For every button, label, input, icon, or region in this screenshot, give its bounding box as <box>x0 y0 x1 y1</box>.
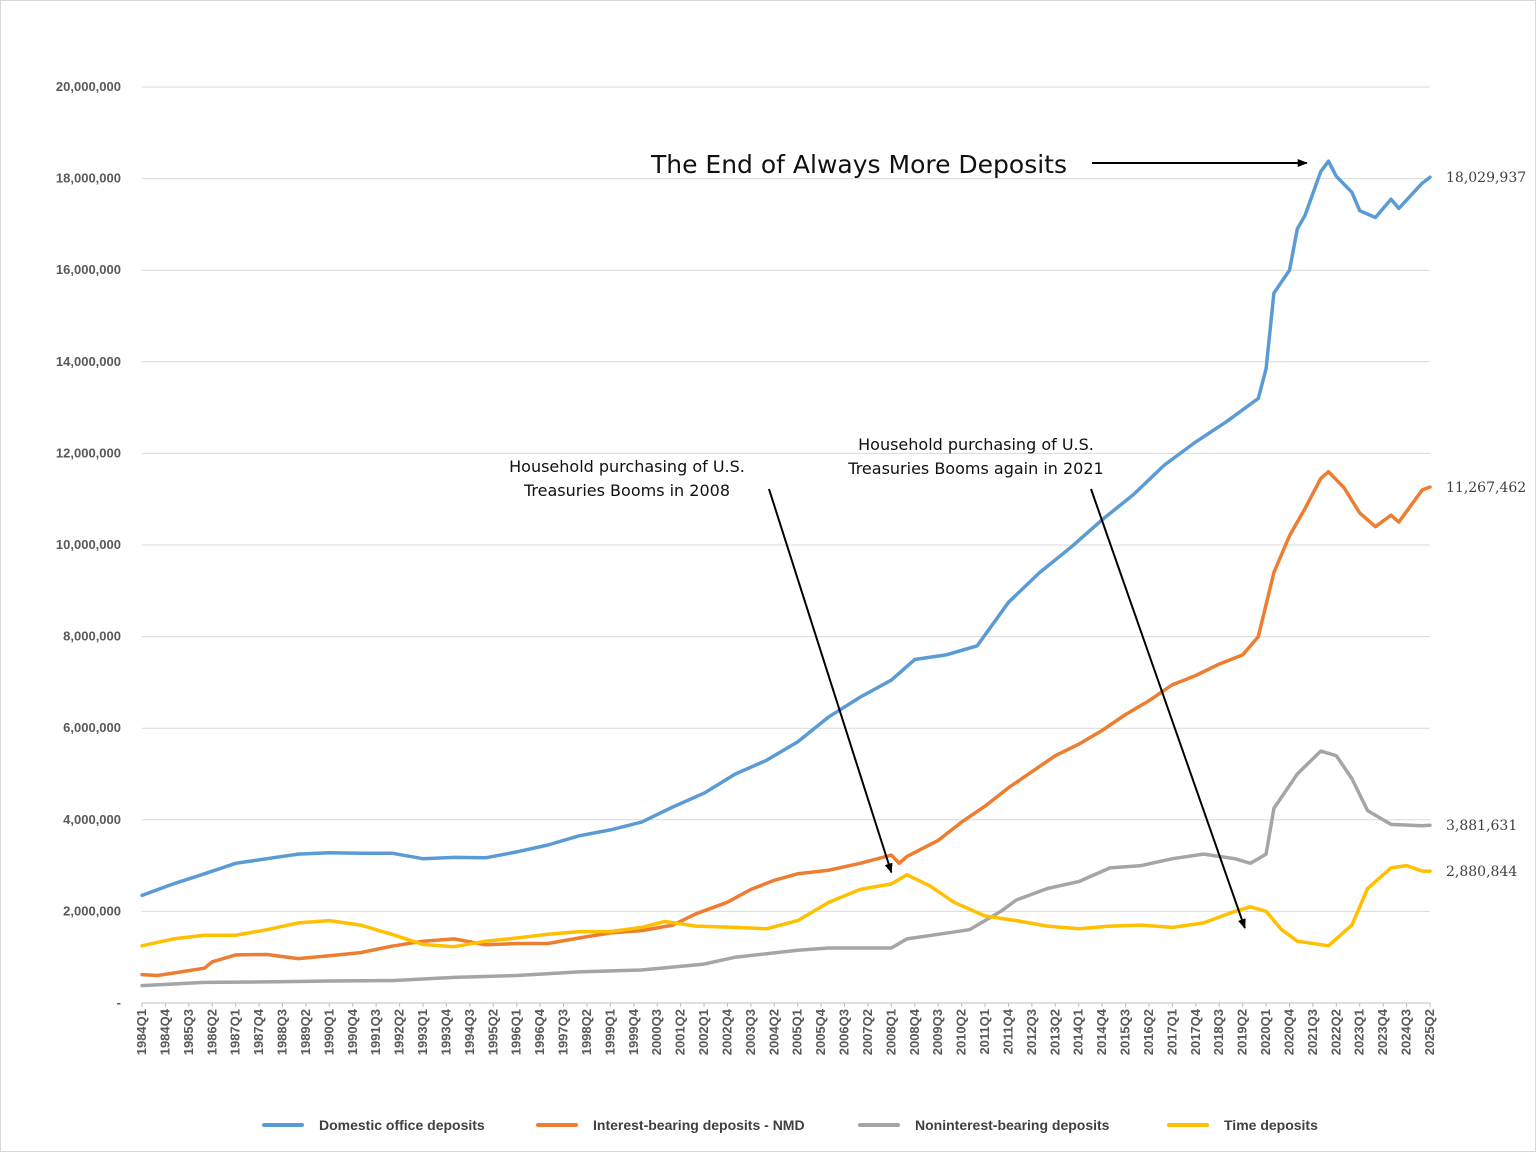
end-value-label-1: 11,267,462 <box>1446 480 1526 496</box>
y-tick-label: 2,000,000 <box>63 903 121 918</box>
y-tick-label: 14,000,000 <box>56 354 121 369</box>
x-tick-label: 1993Q4 <box>438 1008 453 1055</box>
end-value-label-2: 3,881,631 <box>1446 818 1517 834</box>
x-tick-label: 2005Q1 <box>790 1009 805 1055</box>
y-tick-label: 18,000,000 <box>56 171 121 186</box>
y-tick-label: 16,000,000 <box>56 262 121 277</box>
end-value-label-0: 18,029,937 <box>1446 170 1526 186</box>
x-tick-label: 1992Q2 <box>392 1009 407 1055</box>
x-tick-label: 2007Q2 <box>860 1009 875 1055</box>
x-tick-label: 2000Q3 <box>649 1009 664 1055</box>
annotation-treasuries-2021: Household purchasing of U.S. Treasuries B… <box>847 435 1103 478</box>
annotation-end-of-deposits: The End of Always More Deposits <box>650 150 1067 179</box>
annotation-arrow-treasuries-2008 <box>768 488 893 874</box>
annotation-treasuries-2008: Household purchasing of U.S. Treasuries B… <box>509 457 745 500</box>
x-tick-label: 1993Q1 <box>415 1009 430 1055</box>
x-tick-label: 1984Q4 <box>157 1008 172 1055</box>
y-tick-label: 10,000,000 <box>56 537 121 552</box>
x-tick-label: 2008Q1 <box>883 1009 898 1055</box>
x-tick-label: 2025Q2 <box>1422 1009 1437 1055</box>
y-tick-label: - <box>117 995 121 1010</box>
x-axis: 1984Q1 1984Q4 1985Q3 1986Q2 1987Q1 1987Q4 1988… <box>134 1003 1437 1055</box>
series-line-0 <box>140 159 1432 898</box>
end-value-label-3: 2,880,844 <box>1446 864 1517 880</box>
x-tick-label: 1990Q4 <box>345 1008 360 1055</box>
legend-label-3: Time deposits <box>1224 1117 1318 1133</box>
x-tick-label: 2017Q1 <box>1164 1009 1179 1055</box>
legend-label-0: Domestic office deposits <box>319 1117 485 1133</box>
x-tick-label: 1988Q3 <box>275 1009 290 1055</box>
x-tick-label: 2024Q3 <box>1399 1009 1414 1055</box>
x-tick-label: 2004Q2 <box>766 1009 781 1055</box>
y-axis: - 2,000,000 4,000,000 6,000,000 8,000,000 10,… <box>56 79 121 1010</box>
x-tick-label: 2023Q4 <box>1375 1008 1390 1055</box>
annotation-line: Treasuries Booms in 2008 <box>523 481 730 500</box>
annotation-line: Household purchasing of U.S. <box>858 435 1094 454</box>
x-tick-label: 2015Q3 <box>1118 1009 1133 1055</box>
legend-label-2: Noninterest-bearing deposits <box>915 1117 1110 1133</box>
x-tick-label: 2009Q3 <box>930 1009 945 1055</box>
annotation-line: Treasuries Booms again in 2021 <box>847 459 1103 478</box>
x-tick-label: 2012Q3 <box>1024 1009 1039 1055</box>
x-tick-label: 2020Q1 <box>1258 1009 1273 1055</box>
x-tick-label: 1987Q4 <box>251 1008 266 1055</box>
x-tick-label: 1989Q2 <box>298 1009 313 1055</box>
legend: Domestic office deposits Interest-bearing… <box>262 1117 1318 1133</box>
x-tick-label: 2002Q1 <box>696 1009 711 1055</box>
x-tick-label: 2018Q3 <box>1211 1009 1226 1055</box>
series-line-2 <box>140 749 1432 988</box>
x-tick-label: 2006Q3 <box>837 1009 852 1055</box>
x-tick-label: 2011Q1 <box>977 1009 992 1055</box>
x-tick-label: 2002Q4 <box>719 1008 734 1055</box>
x-tick-label: 2020Q4 <box>1281 1008 1296 1055</box>
x-tick-label: 2017Q4 <box>1188 1008 1203 1055</box>
y-tick-label: 6,000,000 <box>63 720 121 735</box>
x-tick-label: 2011Q4 <box>1000 1008 1015 1054</box>
x-tick-label: 2022Q2 <box>1328 1009 1343 1055</box>
series-lines <box>140 159 1432 988</box>
annotation-arrow-treasuries-2021 <box>1090 488 1246 930</box>
y-tick-label: 8,000,000 <box>63 629 121 644</box>
end-value-labels: 18,029,937 11,267,462 3,881,631 2,880,844 <box>1446 170 1526 880</box>
x-tick-label: 1998Q2 <box>579 1009 594 1055</box>
x-tick-label: 1985Q3 <box>181 1009 196 1055</box>
y-tick-label: 4,000,000 <box>63 812 121 827</box>
x-tick-label: 1999Q4 <box>626 1008 641 1055</box>
annotation-line: Household purchasing of U.S. <box>509 457 745 476</box>
x-tick-label: 2013Q2 <box>1047 1009 1062 1055</box>
x-tick-label: 2001Q2 <box>673 1009 688 1055</box>
y-tick-label: 20,000,000 <box>56 79 121 94</box>
x-tick-label: 2003Q3 <box>743 1009 758 1055</box>
x-tick-label: 2019Q2 <box>1235 1009 1250 1055</box>
x-tick-label: 1990Q1 <box>321 1009 336 1055</box>
x-tick-label: 1994Q3 <box>462 1009 477 1055</box>
x-tick-label: 2005Q4 <box>813 1008 828 1055</box>
x-tick-label: 2021Q3 <box>1305 1009 1320 1055</box>
x-tick-label: 2016Q2 <box>1141 1009 1156 1055</box>
x-tick-label: 1986Q2 <box>204 1009 219 1055</box>
x-tick-label: 1987Q1 <box>228 1009 243 1055</box>
annotations: The End of Always More Deposits Household… <box>509 150 1308 930</box>
series-line-1 <box>140 469 1432 978</box>
legend-label-1: Interest-bearing deposits - NMD <box>593 1117 805 1133</box>
x-tick-label: 1991Q3 <box>368 1009 383 1055</box>
series-line-3 <box>140 863 1432 949</box>
y-tick-label: 12,000,000 <box>56 445 121 460</box>
x-tick-label: 2023Q1 <box>1352 1009 1367 1055</box>
x-tick-label: 1984Q1 <box>134 1009 149 1055</box>
x-tick-label: 1999Q1 <box>602 1009 617 1055</box>
x-tick-label: 2008Q4 <box>907 1008 922 1055</box>
x-tick-label: 2010Q2 <box>954 1009 969 1055</box>
x-tick-label: 2014Q1 <box>1071 1009 1086 1055</box>
x-tick-label: 1996Q1 <box>509 1009 524 1055</box>
x-tick-label: 2014Q4 <box>1094 1008 1109 1055</box>
x-tick-label: 1996Q4 <box>532 1008 547 1055</box>
x-tick-label: 1997Q3 <box>556 1009 571 1055</box>
x-tick-label: 1995Q2 <box>485 1009 500 1055</box>
